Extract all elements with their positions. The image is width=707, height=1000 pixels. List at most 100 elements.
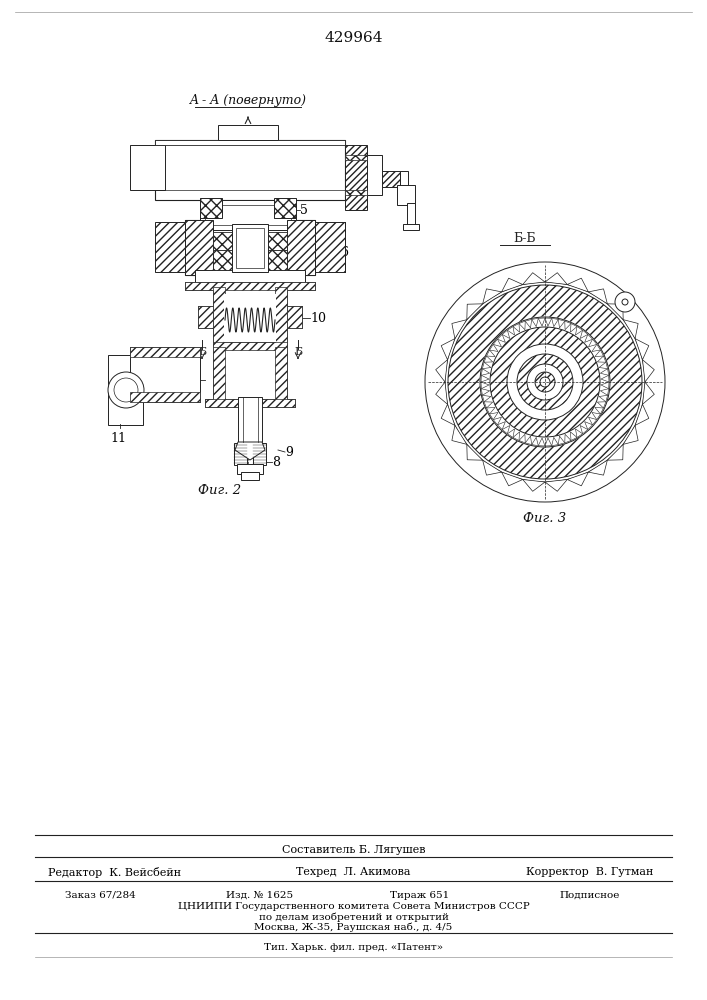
Text: Тираж 651: Тираж 651 xyxy=(390,891,450,900)
Bar xyxy=(213,250,233,270)
Bar xyxy=(205,399,295,407)
Polygon shape xyxy=(482,395,491,402)
Text: 8: 8 xyxy=(272,456,280,468)
Text: Техред  Л. Акимова: Техред Л. Акимова xyxy=(296,867,411,877)
Bar xyxy=(367,155,382,195)
Bar xyxy=(253,443,266,465)
Bar xyxy=(218,125,278,140)
Polygon shape xyxy=(545,438,551,446)
Polygon shape xyxy=(623,425,638,444)
Polygon shape xyxy=(597,402,606,408)
Text: 2: 2 xyxy=(358,158,366,172)
Polygon shape xyxy=(493,417,501,425)
Polygon shape xyxy=(580,330,588,338)
Text: 5: 5 xyxy=(300,204,308,217)
Circle shape xyxy=(108,372,144,408)
Text: по делам изобретений и открытий: по делам изобретений и открытий xyxy=(259,912,448,922)
Circle shape xyxy=(517,354,573,410)
Polygon shape xyxy=(551,437,559,446)
Circle shape xyxy=(445,282,645,482)
Text: Корректор  В. Гутман: Корректор В. Гутман xyxy=(526,867,654,877)
Polygon shape xyxy=(508,429,515,437)
Polygon shape xyxy=(522,273,545,285)
Polygon shape xyxy=(481,389,490,395)
Circle shape xyxy=(425,262,665,502)
Bar xyxy=(185,220,315,275)
Polygon shape xyxy=(483,460,501,475)
Polygon shape xyxy=(502,426,510,434)
Polygon shape xyxy=(567,472,588,486)
Polygon shape xyxy=(525,319,532,328)
Polygon shape xyxy=(595,407,604,414)
Bar xyxy=(267,232,287,250)
Circle shape xyxy=(622,299,628,305)
Bar xyxy=(213,342,287,350)
Text: Москва, Ж-35, Раушская наб., д. 4/5: Москва, Ж-35, Раушская наб., д. 4/5 xyxy=(255,922,452,932)
Text: Б-Б: Б-Б xyxy=(514,232,537,245)
Text: A - A (повернуто): A - A (повернуто) xyxy=(189,94,307,107)
Polygon shape xyxy=(545,273,567,285)
Bar xyxy=(345,145,367,210)
Text: Подписное: Подписное xyxy=(560,891,620,900)
Bar xyxy=(205,399,295,407)
Polygon shape xyxy=(597,356,606,362)
Text: 7: 7 xyxy=(188,373,196,386)
Bar xyxy=(155,140,345,200)
Bar xyxy=(198,306,213,328)
Polygon shape xyxy=(452,320,467,339)
Polygon shape xyxy=(601,375,609,382)
Circle shape xyxy=(480,317,610,447)
Bar xyxy=(241,472,259,480)
Circle shape xyxy=(615,292,635,312)
Polygon shape xyxy=(489,344,498,352)
Polygon shape xyxy=(235,442,265,460)
Polygon shape xyxy=(575,429,583,437)
Text: 9: 9 xyxy=(285,446,293,458)
Bar xyxy=(200,200,296,230)
Bar xyxy=(224,294,276,342)
Polygon shape xyxy=(501,472,522,486)
Polygon shape xyxy=(565,434,571,443)
Polygon shape xyxy=(551,318,559,327)
Polygon shape xyxy=(538,318,545,326)
Text: Тип. Харьк. фил. пред. «Патент»: Тип. Харьк. фил. пред. «Патент» xyxy=(264,943,443,952)
Circle shape xyxy=(540,377,550,387)
Polygon shape xyxy=(592,344,600,352)
Polygon shape xyxy=(501,278,522,292)
Polygon shape xyxy=(588,460,607,475)
Bar xyxy=(205,205,291,225)
Bar xyxy=(213,232,233,250)
Polygon shape xyxy=(467,444,483,460)
Polygon shape xyxy=(436,360,448,382)
Polygon shape xyxy=(436,382,448,404)
Text: ЦНИИПИ Государственного комитета Совета Министров СССР: ЦНИИПИ Государственного комитета Совета … xyxy=(177,902,530,911)
Text: Заказ 67/284: Заказ 67/284 xyxy=(64,891,135,900)
Polygon shape xyxy=(519,434,525,443)
Bar xyxy=(287,220,315,275)
Bar xyxy=(213,342,287,350)
Bar xyxy=(130,392,200,402)
Bar xyxy=(195,270,305,285)
Polygon shape xyxy=(481,382,489,389)
Polygon shape xyxy=(599,362,607,369)
Circle shape xyxy=(527,364,563,400)
Polygon shape xyxy=(513,324,520,332)
Bar xyxy=(237,464,263,474)
Polygon shape xyxy=(525,436,532,445)
Polygon shape xyxy=(452,425,467,444)
Circle shape xyxy=(490,327,600,437)
Polygon shape xyxy=(571,432,577,440)
Bar xyxy=(198,306,213,328)
Polygon shape xyxy=(600,389,609,395)
Polygon shape xyxy=(441,339,455,360)
Polygon shape xyxy=(588,339,597,347)
Bar xyxy=(403,224,419,230)
Bar xyxy=(185,282,315,290)
Bar xyxy=(407,203,415,225)
Polygon shape xyxy=(635,339,649,360)
Bar xyxy=(155,222,185,272)
Bar xyxy=(274,198,296,218)
Polygon shape xyxy=(532,318,538,327)
Polygon shape xyxy=(571,324,577,332)
Bar xyxy=(287,306,302,328)
